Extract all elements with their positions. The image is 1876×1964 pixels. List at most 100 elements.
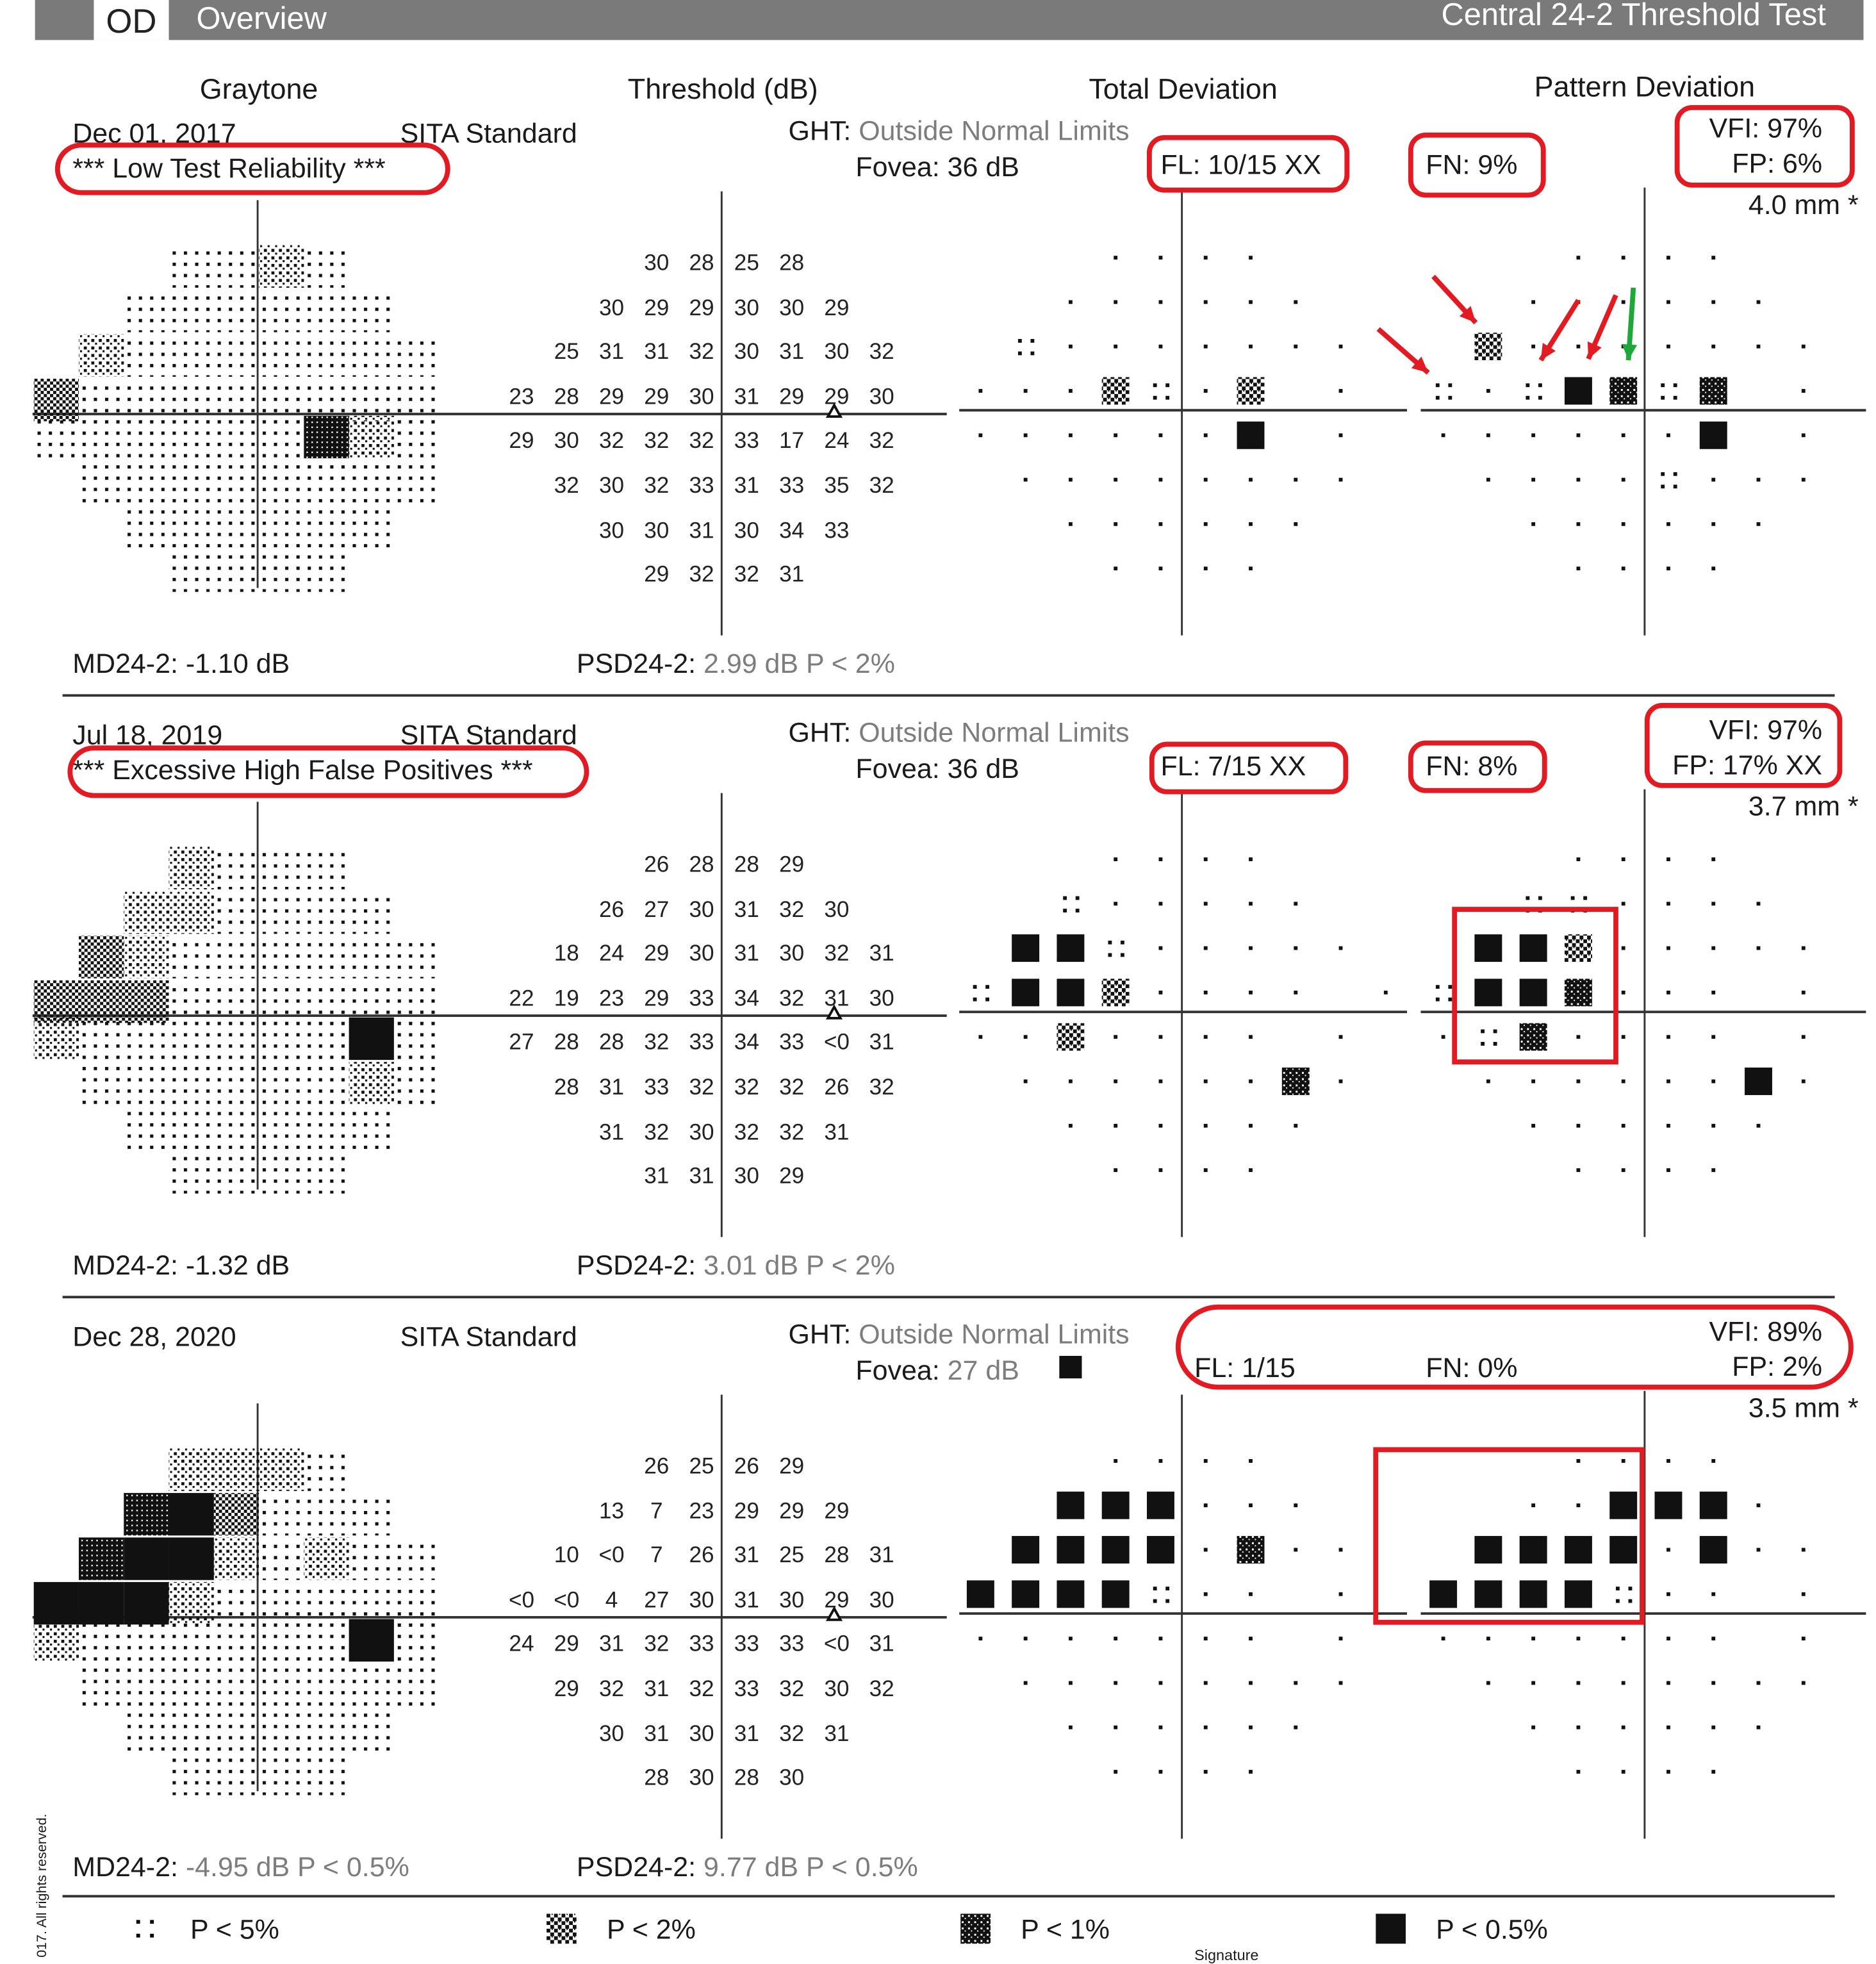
md-value: -1.10 dB [185, 648, 290, 679]
pattern-deviation-normal-point [1801, 433, 1806, 438]
pattern-deviation-normal-point [1576, 477, 1581, 482]
total-deviation-normal-point [1114, 522, 1118, 526]
pattern-deviation-normal-point [1711, 1035, 1716, 1039]
graytone-cell [259, 504, 304, 548]
false-negatives: FN: 8% [1426, 750, 1518, 782]
graytone-cell [124, 936, 169, 978]
total-deviation-normal-point [1158, 256, 1163, 260]
p2-symbol-icon [547, 1913, 577, 1944]
graytone-cell [304, 1619, 349, 1662]
pattern-deviation-normal-point [1711, 256, 1716, 260]
threshold-value: 31 [779, 561, 805, 587]
legend-item-p05: P < 0.5% [1376, 1913, 1548, 1947]
total-deviation-normal-point [1249, 344, 1253, 349]
graytone-cell [78, 415, 124, 459]
blind-spot-marker-icon [825, 1004, 843, 1019]
pattern-deviation-normal-point [1666, 1079, 1670, 1084]
psd-result: PSD24-2: 2.99 dB P < 2% [577, 648, 895, 681]
pattern-deviation-normal-point [1756, 300, 1761, 304]
graytone-cell [259, 891, 304, 934]
vfi-value: VFI: 97% [1709, 112, 1823, 144]
pattern-deviation-p1-symbol [1519, 1023, 1547, 1051]
total-deviation-normal-point [1158, 1770, 1163, 1774]
pattern-deviation-normal-point [1801, 1637, 1806, 1641]
pattern-deviation-normal-point [1711, 566, 1716, 571]
pattern-deviation-normal-point [1441, 433, 1445, 438]
graytone-cell [304, 1708, 349, 1751]
total-deviation-normal-point [1158, 1681, 1163, 1685]
section-divider [62, 1895, 1835, 1898]
total-deviation-normal-point [1249, 1035, 1253, 1039]
total-deviation-normal-point [1023, 1681, 1028, 1685]
graytone-cell [393, 980, 440, 1023]
pattern-deviation-normal-point [1621, 990, 1625, 994]
md-label: MD24-2: [72, 648, 178, 679]
threshold-value: 33 [689, 985, 714, 1011]
graytone-cell [259, 1619, 304, 1662]
copyright-text: 017. All rights reserved. [35, 1813, 51, 1958]
graytone-cell [259, 1708, 304, 1751]
graytone-cell [259, 549, 304, 592]
psd-value: 3.01 dB P < 2% [704, 1250, 895, 1281]
pattern-deviation-normal-point [1621, 477, 1625, 482]
total-deviation-normal-point [1068, 344, 1073, 349]
graytone-cell [349, 1106, 394, 1150]
threshold-value: 24 [598, 941, 625, 966]
graytone-cell [349, 504, 394, 548]
graytone-cell [304, 415, 349, 459]
threshold-value: 27 [509, 1030, 534, 1055]
threshold-value: 31 [598, 1631, 625, 1657]
graytone-cell [213, 1062, 259, 1105]
total-deviation-p05-symbol [1012, 978, 1040, 1007]
total-deviation-normal-point [1203, 300, 1208, 304]
threshold-value: 27 [644, 1587, 670, 1612]
total-deviation-normal-point [1203, 857, 1208, 861]
threshold-value: 29 [644, 561, 670, 587]
legend-item-p5: P < 5% [133, 1914, 279, 1947]
threshold-value: 31 [689, 1163, 714, 1189]
threshold-value: 29 [824, 383, 850, 409]
threshold-value: 32 [824, 941, 850, 966]
total-deviation-normal-point [1249, 1168, 1253, 1173]
graytone-cell [78, 1062, 124, 1105]
total-deviation-normal-point [1203, 256, 1208, 260]
threshold-value: 33 [689, 1631, 714, 1657]
total-deviation-p2-symbol [1237, 377, 1265, 405]
pattern-deviation-normal-point [1666, 1035, 1670, 1039]
pattern-deviation-normal-point [1486, 477, 1490, 482]
pattern-deviation-normal-point [1801, 1592, 1806, 1596]
pattern-deviation-normal-point [1711, 477, 1716, 482]
p5-symbol-icon [136, 1920, 154, 1938]
fixation-losses: FL: 10/15 XX [1160, 149, 1322, 181]
pattern-deviation-normal-point [1711, 902, 1716, 906]
section-divider [62, 1296, 1835, 1299]
total-deviation-normal-point [1158, 477, 1163, 482]
graytone-cell [169, 1106, 214, 1150]
graytone-cell [169, 980, 214, 1023]
pattern-deviation-normal-point [1801, 1035, 1806, 1039]
graytone-cell [259, 245, 304, 288]
eye-label: OD [94, 0, 169, 40]
graytone-cell [169, 1017, 214, 1060]
graytone-cell [169, 846, 214, 889]
threshold-value: 32 [598, 428, 625, 454]
pattern-deviation-normal-point [1576, 1459, 1581, 1463]
graytone-cell [124, 1537, 169, 1580]
graytone-cell [304, 936, 349, 978]
total-deviation-normal-point [1158, 990, 1163, 994]
legend-item-p2: P < 2% [547, 1913, 696, 1947]
threshold-value: 32 [779, 1721, 805, 1746]
threshold-value: 26 [689, 1542, 714, 1568]
ght-label: GHT: [788, 716, 852, 748]
pattern-deviation-p05-symbol [1699, 1536, 1727, 1564]
threshold-value: 31 [598, 1119, 625, 1144]
graytone-cell [213, 334, 259, 377]
threshold-value: 30 [779, 1765, 805, 1790]
total-deviation-normal-point [978, 389, 983, 393]
pattern-deviation-normal-point [1801, 344, 1806, 349]
annotation-arrow-icon [1586, 294, 1618, 360]
graytone-cell [213, 846, 259, 889]
threshold-value: 33 [734, 428, 759, 454]
graytone-cell [304, 460, 349, 503]
total-deviation-normal-point [1249, 1725, 1253, 1729]
